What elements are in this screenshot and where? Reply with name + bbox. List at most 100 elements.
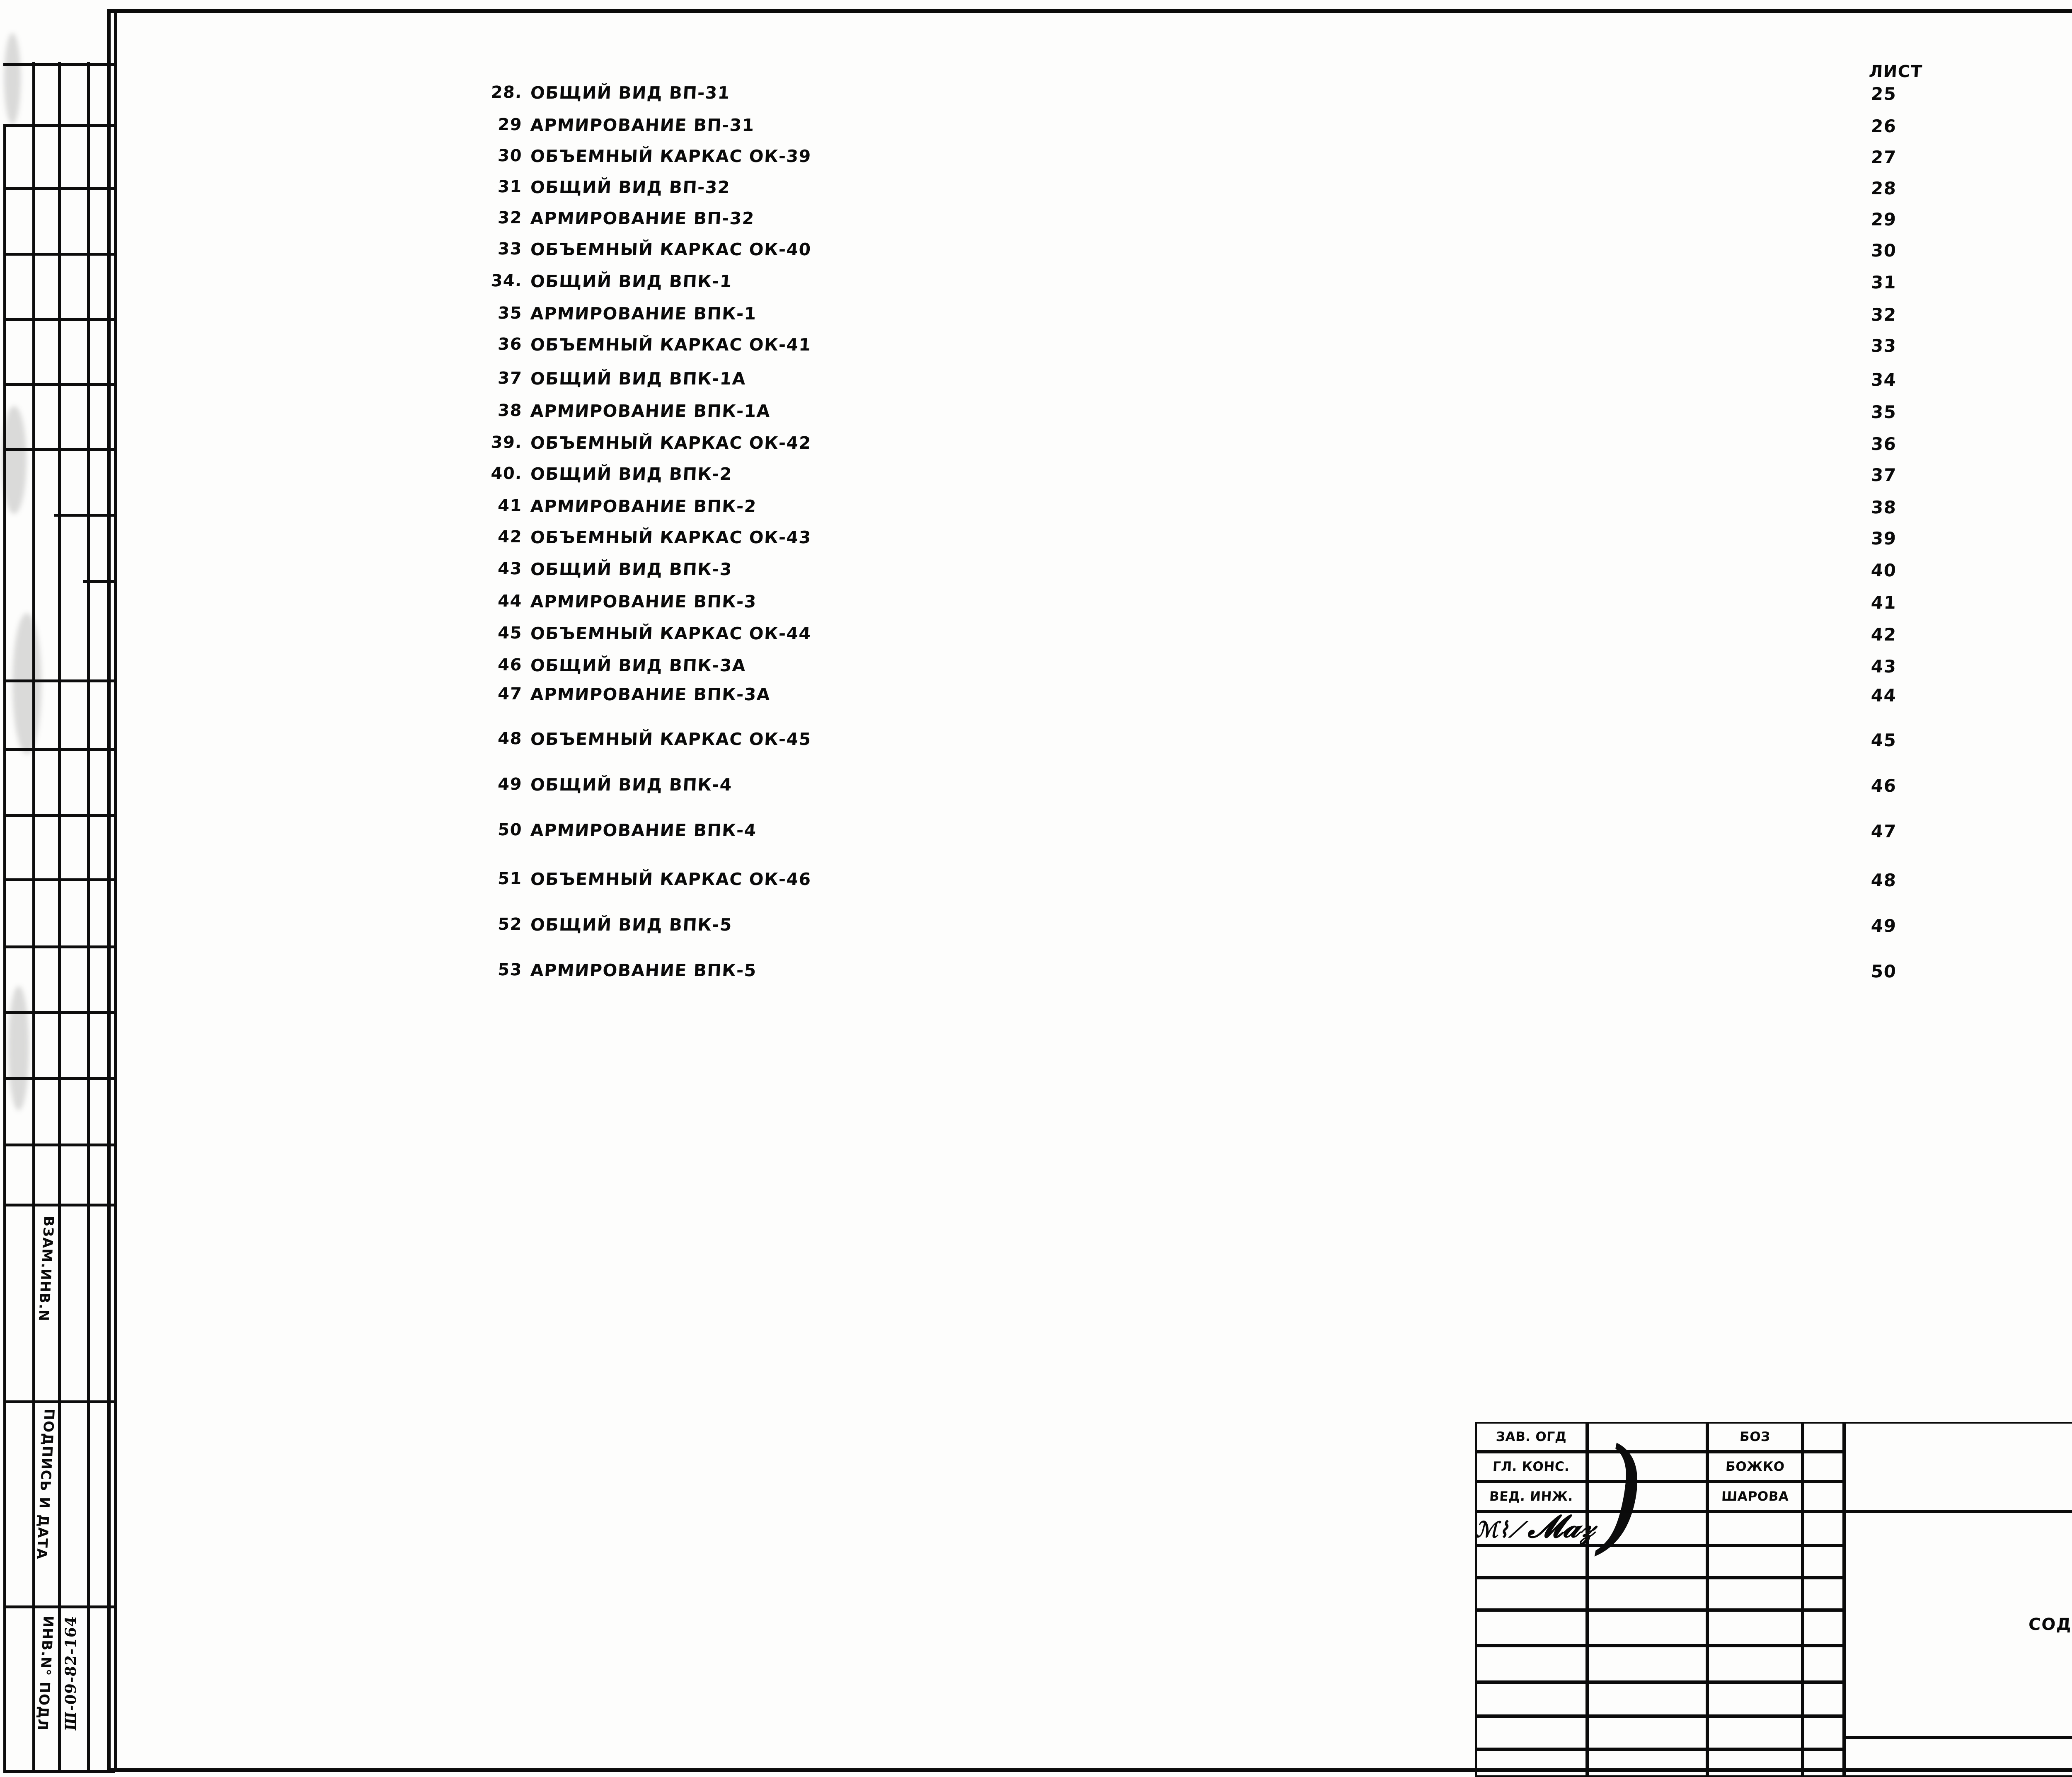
- stamp-blank-cell: [1803, 1578, 1844, 1610]
- row-page: 45: [1871, 730, 1897, 750]
- row-title: ОБЩИЙ ВИД ВПК-2: [530, 464, 733, 484]
- stamp-blank-cell: [1475, 1749, 1587, 1777]
- row-number: 48: [476, 729, 523, 748]
- row-page: 33: [1871, 336, 1897, 356]
- stamp-blank-cell: [1803, 1610, 1844, 1646]
- row-title: АРМИРОВАНИЕ ВПК-1А: [530, 401, 771, 421]
- margin-rule-v5: [114, 9, 117, 1772]
- margin-rule-h: [3, 63, 115, 66]
- row-number: 31: [476, 177, 523, 196]
- stamp-blank-cell: [1707, 1749, 1803, 1777]
- row-title: АРМИРОВАНИЕ ВП-32: [530, 208, 755, 228]
- row-page: 31: [1871, 272, 1897, 293]
- row-number: 32: [476, 208, 523, 227]
- stamp-blank-cell: [1803, 1682, 1844, 1716]
- row-title: ОБЩИЙ ВИД ВП-31: [530, 83, 731, 103]
- row-title: АРМИРОВАНИЕ ВПК-4: [530, 820, 757, 840]
- row-number: 47: [476, 684, 523, 704]
- row-page: 36: [1871, 434, 1897, 454]
- stamp-name-cell: ШАРОВА: [1707, 1482, 1803, 1511]
- row-number: 50: [476, 820, 523, 839]
- margin-rule-h: [3, 187, 115, 190]
- margin-rule-h: [3, 679, 115, 682]
- stamp-blank-cell: [1475, 1610, 1587, 1646]
- stamp-blank-cell: [1475, 1682, 1587, 1716]
- name-label: БОЖКО: [1723, 1459, 1788, 1474]
- row-page: 48: [1871, 870, 1897, 890]
- margin-rule-h: [3, 748, 115, 751]
- row-page: 47: [1871, 821, 1897, 841]
- row-title: ОБЪЕМНЫЙ КАРКАС ОК-44: [530, 624, 812, 643]
- stamp-blank-cell: [1587, 1646, 1707, 1682]
- margin-label-inv-podl: ИНВ.N° ПОДЛ: [32, 1616, 56, 1769]
- title-block: ЗАВ. ОГД БОЗ ГЛ. КОНС. БОЖКО ВЕД. ИНЖ. Ш…: [1475, 1422, 2072, 1777]
- drawing-sheet: ВЗАМ.ИНВ.N ПОДПИСЬ И ДАТА ИНВ.N° ПОДЛ Ш-…: [0, 0, 2072, 1777]
- row-number: 33: [476, 239, 523, 259]
- stamp-signature-cell: [1587, 1482, 1707, 1511]
- row-number: 49: [476, 775, 523, 794]
- scan-smudge: [4, 33, 21, 124]
- row-page: 46: [1871, 776, 1897, 796]
- stamp-name-cell: БОЖКО: [1707, 1452, 1803, 1482]
- stamp-blank-cell: [1707, 1646, 1803, 1682]
- stamp-name-cell: БОЗ: [1707, 1422, 1803, 1452]
- row-page: 27: [1871, 147, 1897, 167]
- stamp-blank-cell: [1707, 1578, 1803, 1610]
- row-page: 26: [1871, 116, 1897, 136]
- row-number: 34.: [476, 271, 523, 290]
- margin-rule-h: [3, 1077, 115, 1080]
- row-page: 37: [1871, 465, 1897, 485]
- row-number: 29: [476, 115, 523, 134]
- stamp-blank-cell: [1475, 1511, 1587, 1545]
- margin-rule-h: [3, 383, 115, 386]
- row-title: ОБЩИЙ ВИД ВПК-3: [530, 559, 733, 579]
- row-number: 37: [476, 369, 523, 388]
- stamp-blank-cell: [1587, 1682, 1707, 1716]
- row-number: 28.: [476, 83, 523, 102]
- stamp-blank-cell: [1707, 1716, 1803, 1749]
- row-title: ОБЪЕМНЫЙ КАРКАС ОК-41: [530, 335, 812, 355]
- stamp-date-cell: [1803, 1482, 1844, 1511]
- row-title: АРМИРОВАНИЕ ВПК-3: [530, 592, 757, 612]
- stamp-role-cell: ВЕД. ИНЖ.: [1475, 1482, 1587, 1511]
- margin-rule-h: [3, 814, 115, 817]
- row-page: 29: [1871, 209, 1897, 230]
- row-title: АРМИРОВАНИЕ ВПК-3А: [530, 684, 771, 704]
- row-page: 32: [1871, 305, 1897, 325]
- frame-top-border: [107, 9, 2072, 13]
- row-page: 30: [1871, 240, 1897, 261]
- margin-rule-h: [3, 1144, 115, 1146]
- row-title: ОБЩИЙ ВИД ВПК-1А: [530, 369, 747, 389]
- row-title: ОБЩИЙ ВИД ВП-32: [530, 177, 731, 197]
- document-title: СОДЕРЖАНИЕ: [2026, 1615, 2072, 1634]
- frame-left-border: [107, 9, 111, 1773]
- margin-rule-h: [3, 253, 115, 256]
- stamp-blank-cell: [1587, 1545, 1707, 1578]
- stamp-role-cell: ЗАВ. ОГД: [1475, 1422, 1587, 1452]
- row-title: ОБЪЕМНЫЙ КАРКАС ОК-40: [530, 239, 812, 259]
- stamp-date-cell: [1803, 1422, 1844, 1452]
- index-column-header-page: ЛИСТ: [1869, 62, 1923, 81]
- role-label: ЗАВ. ОГД: [1493, 1429, 1570, 1444]
- row-page: 40: [1871, 560, 1897, 580]
- margin-label-podpis-i-data: ПОДПИСЬ И ДАТА: [31, 1409, 58, 1599]
- scan-smudge: [8, 986, 29, 1110]
- row-number: 51: [476, 869, 523, 888]
- row-number: 41: [476, 496, 523, 515]
- margin-rule-h: [3, 1204, 115, 1206]
- margin-rule-h: [83, 580, 115, 583]
- row-page: 42: [1871, 624, 1897, 645]
- stamp-signature-cell: [1587, 1452, 1707, 1482]
- margin-rule-h: [3, 318, 115, 321]
- margin-rule-h: [3, 1605, 115, 1608]
- row-number: 40.: [476, 464, 523, 483]
- name-label: БОЗ: [1737, 1429, 1773, 1444]
- row-page: 49: [1871, 916, 1897, 936]
- row-title: АРМИРОВАНИЕ ВП-31: [530, 115, 755, 135]
- scan-smudge: [12, 613, 41, 754]
- stamp-blank-cell: [1707, 1682, 1803, 1716]
- row-number: 38: [476, 401, 523, 420]
- stamp-signature-cell: [1587, 1422, 1707, 1452]
- row-title: ОБЩИЙ ВИД ВПК-1: [530, 271, 733, 291]
- row-number: 42: [476, 527, 523, 546]
